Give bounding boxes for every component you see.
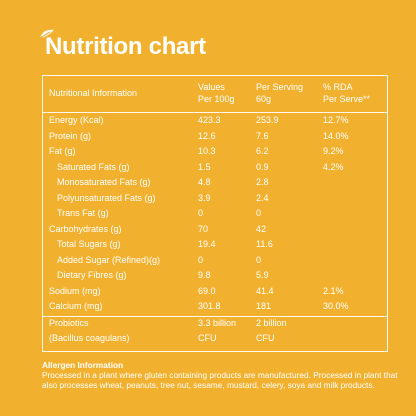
row-value: 2 billion: [256, 317, 287, 328]
row-value: 30.0%: [323, 301, 349, 311]
row-value: 2.4: [256, 192, 269, 203]
row-value: 41.4: [256, 285, 274, 296]
row-value: 0: [256, 208, 262, 218]
row-label: Total Sugars (g): [57, 239, 121, 249]
header-cell: Per Serving: [256, 82, 304, 92]
row-value: 70: [198, 223, 209, 234]
leaf-icon: [39, 29, 54, 39]
row-value: 42: [256, 223, 267, 234]
row-value: 0: [198, 208, 204, 218]
row-value: 3.9: [198, 192, 211, 203]
allergen-title: Allergen Information: [42, 360, 124, 370]
row-label: Dietary Fibres (g): [57, 270, 127, 280]
row-value: 0: [198, 254, 204, 265]
row-value: 2.8: [256, 177, 269, 187]
row-value: 5.9: [256, 270, 269, 280]
row-value: 4.2%: [323, 161, 344, 172]
row-label: Probiotics: [49, 317, 89, 328]
row-value: 0: [256, 254, 262, 265]
row-value: 10.3: [198, 146, 216, 156]
row-label: Saturated Fats (g): [57, 161, 130, 172]
header-cell: Values: [198, 82, 225, 92]
header-cell: Per Serve**: [323, 94, 371, 104]
row-label: (Bacillus coagulans): [49, 333, 130, 343]
header-cell: Per 100g: [198, 94, 235, 104]
row-value: 9.2%: [323, 146, 344, 156]
row-label: Energy (Kcal): [49, 115, 104, 125]
row-value: 0.9: [256, 161, 269, 172]
row-label: Added Sugar (Refined)(g): [57, 254, 161, 265]
row-value: CFU: [256, 333, 275, 343]
row-value: 12.7%: [323, 115, 349, 125]
header-cell: 60g: [256, 94, 272, 104]
row-value: 6.2: [256, 146, 269, 156]
row-value: 19.4: [198, 239, 216, 249]
row-label: Protein (g): [49, 130, 92, 141]
row-label: Polyunsaturated Fats (g): [57, 192, 156, 203]
row-value: 4.8: [198, 177, 211, 187]
header-cell: % RDA: [323, 82, 353, 92]
row-value: 7.6: [256, 130, 269, 141]
row-value: 14.0%: [323, 130, 349, 141]
row-value: 69.0: [198, 285, 216, 296]
row-value: 11.6: [256, 239, 273, 249]
row-value: 9.8: [198, 270, 211, 280]
divider: [43, 316, 387, 317]
row-label: Monosaturated Fats (g): [57, 177, 151, 187]
row-value: 301.8: [198, 301, 221, 311]
allergen-text: Processed in a plant where gluten contai…: [42, 370, 398, 390]
header-cell: Nutritional Information: [49, 88, 138, 98]
nutrition-table: Nutritional Information Values Per 100g Per…: [42, 75, 388, 352]
row-value: 2.1%: [323, 285, 344, 296]
row-value: 423.3: [198, 115, 221, 125]
row-label: Carbohydrates (g): [49, 223, 122, 234]
row-value: 12.6: [198, 130, 216, 141]
row-value: 253.9: [256, 115, 279, 125]
row-value: 1.5: [198, 161, 211, 172]
row-value: CFU: [198, 333, 217, 343]
row-label: Calcium (mg): [49, 301, 103, 311]
row-label: Trans Fat (g): [57, 208, 109, 218]
row-label: Fat (g): [49, 146, 76, 156]
row-value: 181: [256, 301, 272, 311]
divider: [43, 112, 387, 113]
row-value: 3.3 billion: [198, 317, 237, 328]
row-label: Sodium (mg): [49, 285, 101, 296]
title: Nutrition chart: [45, 33, 206, 60]
